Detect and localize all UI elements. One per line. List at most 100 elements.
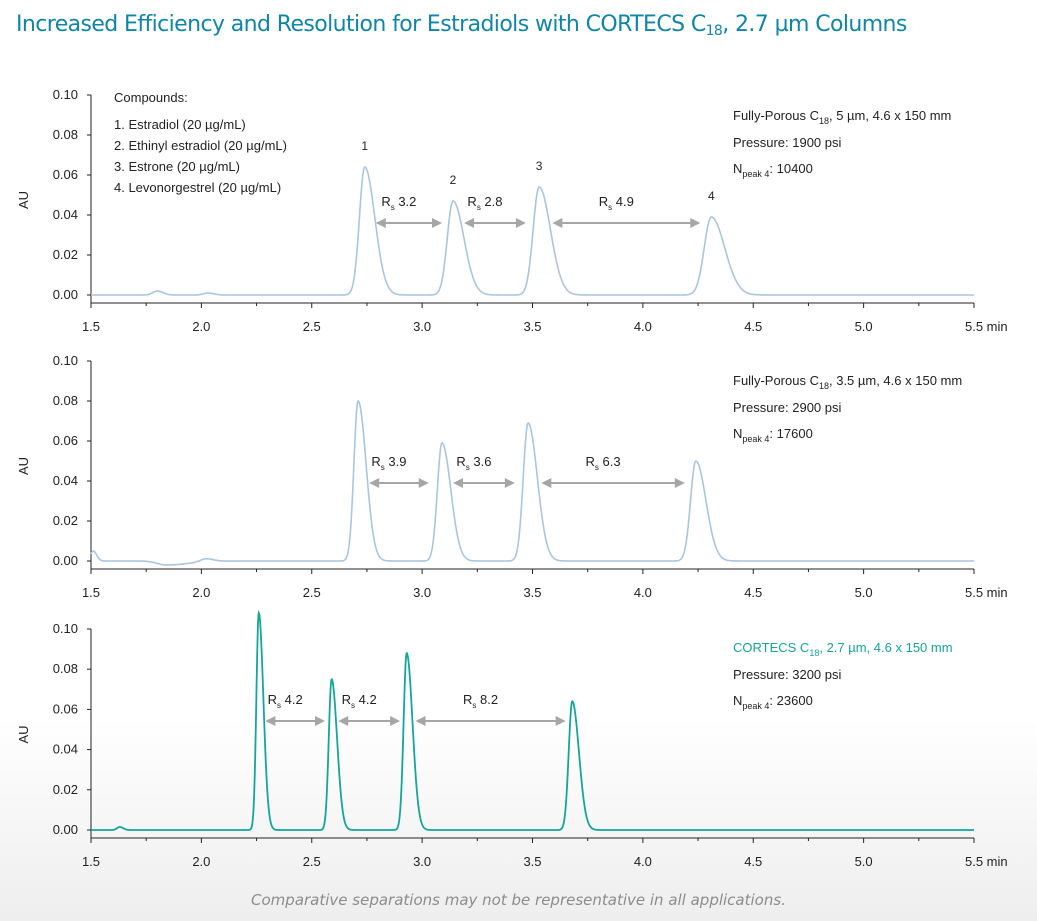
x-tick-label: 5.5 min	[965, 585, 1008, 600]
x-tick-label: 4.5	[744, 585, 762, 600]
compound-item-2: 2. Ethinyl estradiol (20 µg/mL)	[114, 138, 287, 153]
column-info: Fully-Porous C18, 5 µm, 4.6 x 150 mm	[733, 108, 951, 126]
x-tick-label: 5.5 min	[965, 854, 1008, 869]
column-info: Fully-Porous C18, 3.5 µm, 4.6 x 150 mm	[733, 373, 962, 391]
chart-panel-1: 0.00 0.02 0.04 0.06 0.08 0.10 1.5 2.0 2.5 3.0 3.5 4…	[16, 87, 1008, 334]
x-tick-label: 4.5	[744, 854, 762, 869]
chart-panel-2: 0.00 0.02 0.04 0.06 0.08 0.10 1.5 2.0 2.5 3.0 3.5 4…	[16, 353, 1008, 600]
x-tick-label: 3.5	[523, 854, 541, 869]
resolution-arrow-head-right	[555, 716, 566, 726]
compound-item-3: 3. Estrone (20 µg/mL)	[114, 159, 240, 174]
resolution-arrow-head-left	[375, 218, 386, 228]
y-tick-label: 0.10	[53, 353, 78, 368]
y-tick-label: 0.10	[53, 621, 78, 636]
y-axis-label: AU	[16, 191, 31, 209]
y-tick-label: 0.00	[53, 553, 78, 568]
pressure-info: Pressure: 1900 psi	[733, 135, 842, 150]
y-tick-label: 0.06	[53, 167, 78, 182]
y-tick-label: 0.04	[53, 207, 78, 222]
resolution-arrow-head-right	[674, 478, 685, 488]
resolution-label: Rs 6.3	[586, 454, 621, 472]
x-tick-label: 1.5	[82, 854, 100, 869]
y-tick-label: 0.02	[53, 247, 78, 262]
peak-label-4: 4	[708, 189, 715, 203]
x-tick-label: 3.5	[523, 319, 541, 334]
chromatogram-trace	[91, 166, 974, 296]
y-axis-label: AU	[16, 725, 31, 743]
x-tick-label: 4.5	[744, 319, 762, 334]
resolution-arrow-head-left	[265, 716, 276, 726]
y-tick-label: 0.06	[53, 701, 78, 716]
pressure-info: Pressure: 3200 psi	[733, 667, 842, 682]
y-tick-label: 0.08	[53, 393, 78, 408]
y-tick-label: 0.02	[53, 513, 78, 528]
resolution-label: Rs 3.6	[456, 454, 491, 472]
plate-count-info: Npeak 4: 17600	[733, 426, 813, 444]
x-tick-label: 3.0	[413, 585, 431, 600]
chromatogram-trace	[91, 609, 974, 831]
resolution-arrow-head-left	[415, 716, 426, 726]
chromatogram-trace	[90, 400, 974, 566]
compounds-legend: Compounds: 1. Estradiol (20 µg/mL) 2. Ethi…	[114, 90, 287, 195]
resolution-arrow-head-left	[453, 478, 464, 488]
resolution-label: Rs 2.8	[467, 194, 502, 212]
y-tick-label: 0.10	[53, 87, 78, 102]
compound-item-1: 1. Estradiol (20 µg/mL)	[114, 117, 246, 132]
x-tick-label: 2.5	[303, 854, 321, 869]
x-tick-label: 5.0	[855, 585, 873, 600]
x-tick-label: 3.0	[413, 854, 431, 869]
column-info: CORTECS C18, 2.7 µm, 4.6 x 150 mm	[733, 640, 953, 658]
y-tick-label: 0.08	[53, 661, 78, 676]
resolution-arrow-head-left	[338, 716, 349, 726]
resolution-arrow-head-left	[369, 478, 380, 488]
peak-label-1: 1	[361, 139, 368, 153]
x-tick-label: 2.5	[303, 585, 321, 600]
x-tick-label: 4.0	[634, 319, 652, 334]
resolution-arrow-head-right	[431, 218, 442, 228]
x-tick-label: 3.0	[413, 319, 431, 334]
y-tick-label: 0.00	[53, 287, 78, 302]
x-tick-label: 5.0	[855, 319, 873, 334]
footnote: Comparative separations may not be repre…	[251, 891, 786, 909]
resolution-arrow-head-left	[541, 478, 552, 488]
y-tick-label: 0.06	[53, 433, 78, 448]
y-axis-label: AU	[16, 457, 31, 475]
x-tick-label: 5.0	[855, 854, 873, 869]
x-tick-label: 5.5 min	[965, 319, 1008, 334]
compound-item-4: 4. Levonorgestrel (20 µg/mL)	[114, 180, 281, 195]
resolution-arrow-head-right	[418, 478, 429, 488]
x-tick-label: 2.0	[192, 319, 210, 334]
resolution-arrow-head-right	[390, 716, 401, 726]
x-tick-label: 3.5	[523, 585, 541, 600]
resolution-arrow-head-right	[314, 716, 325, 726]
resolution-arrow-head-left	[552, 218, 563, 228]
resolution-label: Rs 3.2	[381, 194, 416, 212]
x-tick-label: 2.0	[192, 585, 210, 600]
resolution-label: Rs 3.9	[371, 454, 406, 472]
x-tick-label: 4.0	[634, 585, 652, 600]
y-tick-label: 0.04	[53, 742, 78, 757]
x-tick-label: 2.0	[192, 854, 210, 869]
resolution-label: Rs 4.9	[599, 194, 634, 212]
x-tick-label: 4.0	[634, 854, 652, 869]
resolution-arrow-head-right	[690, 218, 701, 228]
y-tick-label: 0.04	[53, 473, 78, 488]
y-tick-label: 0.08	[53, 127, 78, 142]
y-tick-label: 0.02	[53, 782, 78, 797]
pressure-info: Pressure: 2900 psi	[733, 400, 842, 415]
resolution-label: Rs 8.2	[463, 692, 498, 710]
peak-label-3: 3	[536, 159, 543, 173]
x-tick-label: 2.5	[303, 319, 321, 334]
resolution-label: Rs 4.2	[342, 692, 377, 710]
x-tick-label: 1.5	[82, 585, 100, 600]
peak-label-2: 2	[450, 173, 457, 187]
plate-count-info: Npeak 4: 23600	[733, 693, 813, 711]
y-tick-label: 0.00	[53, 822, 78, 837]
x-tick-label: 1.5	[82, 319, 100, 334]
resolution-arrow-head-right	[504, 478, 515, 488]
plate-count-info: Npeak 4: 10400	[733, 161, 813, 179]
page-title: Increased Efficiency and Resolution for …	[16, 12, 907, 39]
chart-panel-3: 0.00 0.02 0.04 0.06 0.08 0.10 1.5 2.0 2.5 3.0 3.5 4…	[16, 609, 1008, 869]
compounds-heading: Compounds:	[114, 90, 188, 105]
